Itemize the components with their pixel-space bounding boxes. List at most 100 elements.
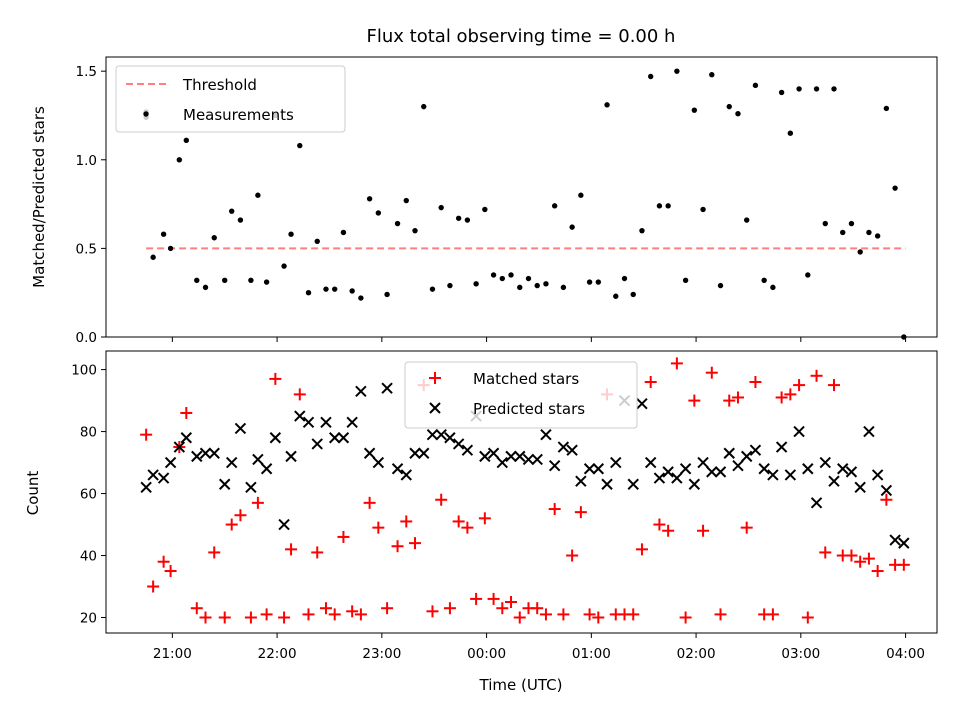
top-y-tick-label: 1.5 [76, 64, 97, 80]
measurement-point [455, 215, 462, 221]
predicted-stars-point-stroke-b [164, 456, 177, 469]
predicted-stars-point-stroke-b [426, 428, 439, 441]
bottom-y-tick-label: 20 [80, 611, 97, 627]
measurement-point [682, 277, 689, 283]
predicted-stars-point-stroke-b [496, 456, 509, 469]
predicted-stars-point-stroke-b [601, 478, 613, 490]
bottom-y-tick-label: 100 [71, 363, 97, 379]
matched-stars-point [319, 602, 332, 615]
predicted-stars-point-stroke-b [583, 463, 596, 475]
predicted-stars-point-stroke-b [898, 537, 910, 549]
measurement-point [412, 227, 418, 234]
top-legend: Threshold Measurements [115, 65, 346, 133]
matched-stars-point [208, 546, 221, 559]
bottom-x-tick-label: 21:00 [153, 646, 192, 662]
matched-stars-point [409, 537, 422, 550]
predicted-stars-point [854, 481, 866, 494]
measurement-point [796, 86, 802, 92]
matched-stars-point [880, 493, 893, 506]
predicted-stars-point [767, 469, 779, 481]
predicted-stars-point [372, 456, 385, 469]
measurement-point [735, 111, 741, 117]
predicted-stars-point-stroke-b [346, 416, 358, 428]
predicted-stars-point [320, 416, 332, 428]
bottom-x-tick-label: 01:00 [572, 646, 611, 662]
predicted-stars-point [802, 463, 814, 475]
predicted-stars-point [679, 463, 692, 475]
predicted-stars-point [487, 447, 500, 459]
predicted-stars-point-stroke-b [294, 410, 306, 422]
matched-stars-point [801, 611, 814, 624]
matched-stars-point [714, 608, 727, 621]
predicted-stars-point [435, 428, 447, 441]
measurement-point [525, 275, 532, 282]
predicted-stars-point-stroke-b [697, 456, 709, 469]
predicted-stars-point [636, 397, 648, 410]
matched-stars-point [180, 406, 193, 419]
matched-stars-point [328, 608, 341, 621]
matched-stars-point [435, 493, 448, 506]
measurement-point [255, 192, 261, 198]
predicted-stars-point [252, 453, 264, 466]
predicted-stars-point [775, 441, 788, 453]
matched-stars-point [653, 518, 666, 531]
measurement-point [183, 137, 190, 143]
predicted-stars-point-stroke-b [845, 466, 858, 478]
measurement-point [429, 286, 436, 292]
bottom-legend: Matched stars Predicted stars [404, 361, 638, 429]
predicted-stars-point [837, 463, 849, 475]
predicted-stars-point [225, 456, 238, 469]
predicted-stars-point-stroke-b [234, 422, 247, 435]
predicted-stars-point-stroke-b [714, 466, 727, 478]
predicted-stars-point [381, 382, 393, 394]
measurement-point [543, 281, 549, 287]
measurement-point [349, 288, 355, 294]
top-y-tick-label: 0.0 [76, 330, 97, 346]
matched-stars-point [164, 565, 177, 578]
measurement-point [569, 224, 575, 230]
predicted-stars-point-stroke-b [592, 463, 605, 475]
predicted-stars-point-stroke-b [199, 447, 212, 459]
matched-stars-point [157, 555, 170, 568]
top-legend-box [115, 65, 346, 133]
predicted-stars-point-stroke-b [749, 444, 762, 456]
predicted-stars-point [363, 447, 376, 459]
predicted-stars-point-stroke-b [741, 450, 753, 463]
matched-stars-point [827, 379, 840, 392]
predicted-stars-point [566, 444, 578, 456]
predicted-stars-point [418, 447, 430, 459]
matched-stars-point [793, 379, 806, 392]
predicted-stars-point-stroke-b [662, 466, 674, 478]
measurement-point [709, 72, 715, 78]
top-axes-frame [105, 56, 938, 338]
measurement-point [621, 275, 628, 282]
matched-stars-point [513, 611, 526, 624]
measurement-point [167, 245, 174, 252]
predicted-stars-point [452, 438, 465, 450]
measurement-point [761, 277, 767, 283]
matched-stars-point [583, 608, 596, 621]
predicted-stars-point [749, 444, 762, 456]
measurement-point [813, 86, 820, 92]
bottom-x-tick-label: 04:00 [886, 646, 925, 662]
matched-stars-point [766, 608, 779, 621]
measurement-point [160, 231, 167, 237]
matched-stars-point [531, 602, 544, 615]
matched-stars-point [871, 565, 884, 578]
measurement-point [150, 254, 156, 260]
matched-stars-point [731, 391, 744, 404]
bottom-plot-area: 20 40 60 80 100 21:00 22:00 23:00 00:00 01:00 02:0… [71, 350, 938, 662]
measurement-point [857, 249, 863, 255]
matched-stars-point [557, 608, 570, 621]
matched-stars-point [234, 509, 247, 522]
predicted-stars-point-stroke-b [444, 432, 456, 444]
measurement-point [314, 238, 320, 245]
predicted-stars-point [278, 518, 290, 531]
measurement-point [787, 130, 794, 136]
measurement-point [560, 284, 567, 291]
predicted-stars-point-stroke-b [636, 397, 648, 410]
matched-stars-point [293, 388, 306, 401]
measurement-point [892, 185, 898, 191]
matched-stars-point [496, 602, 509, 615]
matched-stars-point [749, 375, 762, 388]
